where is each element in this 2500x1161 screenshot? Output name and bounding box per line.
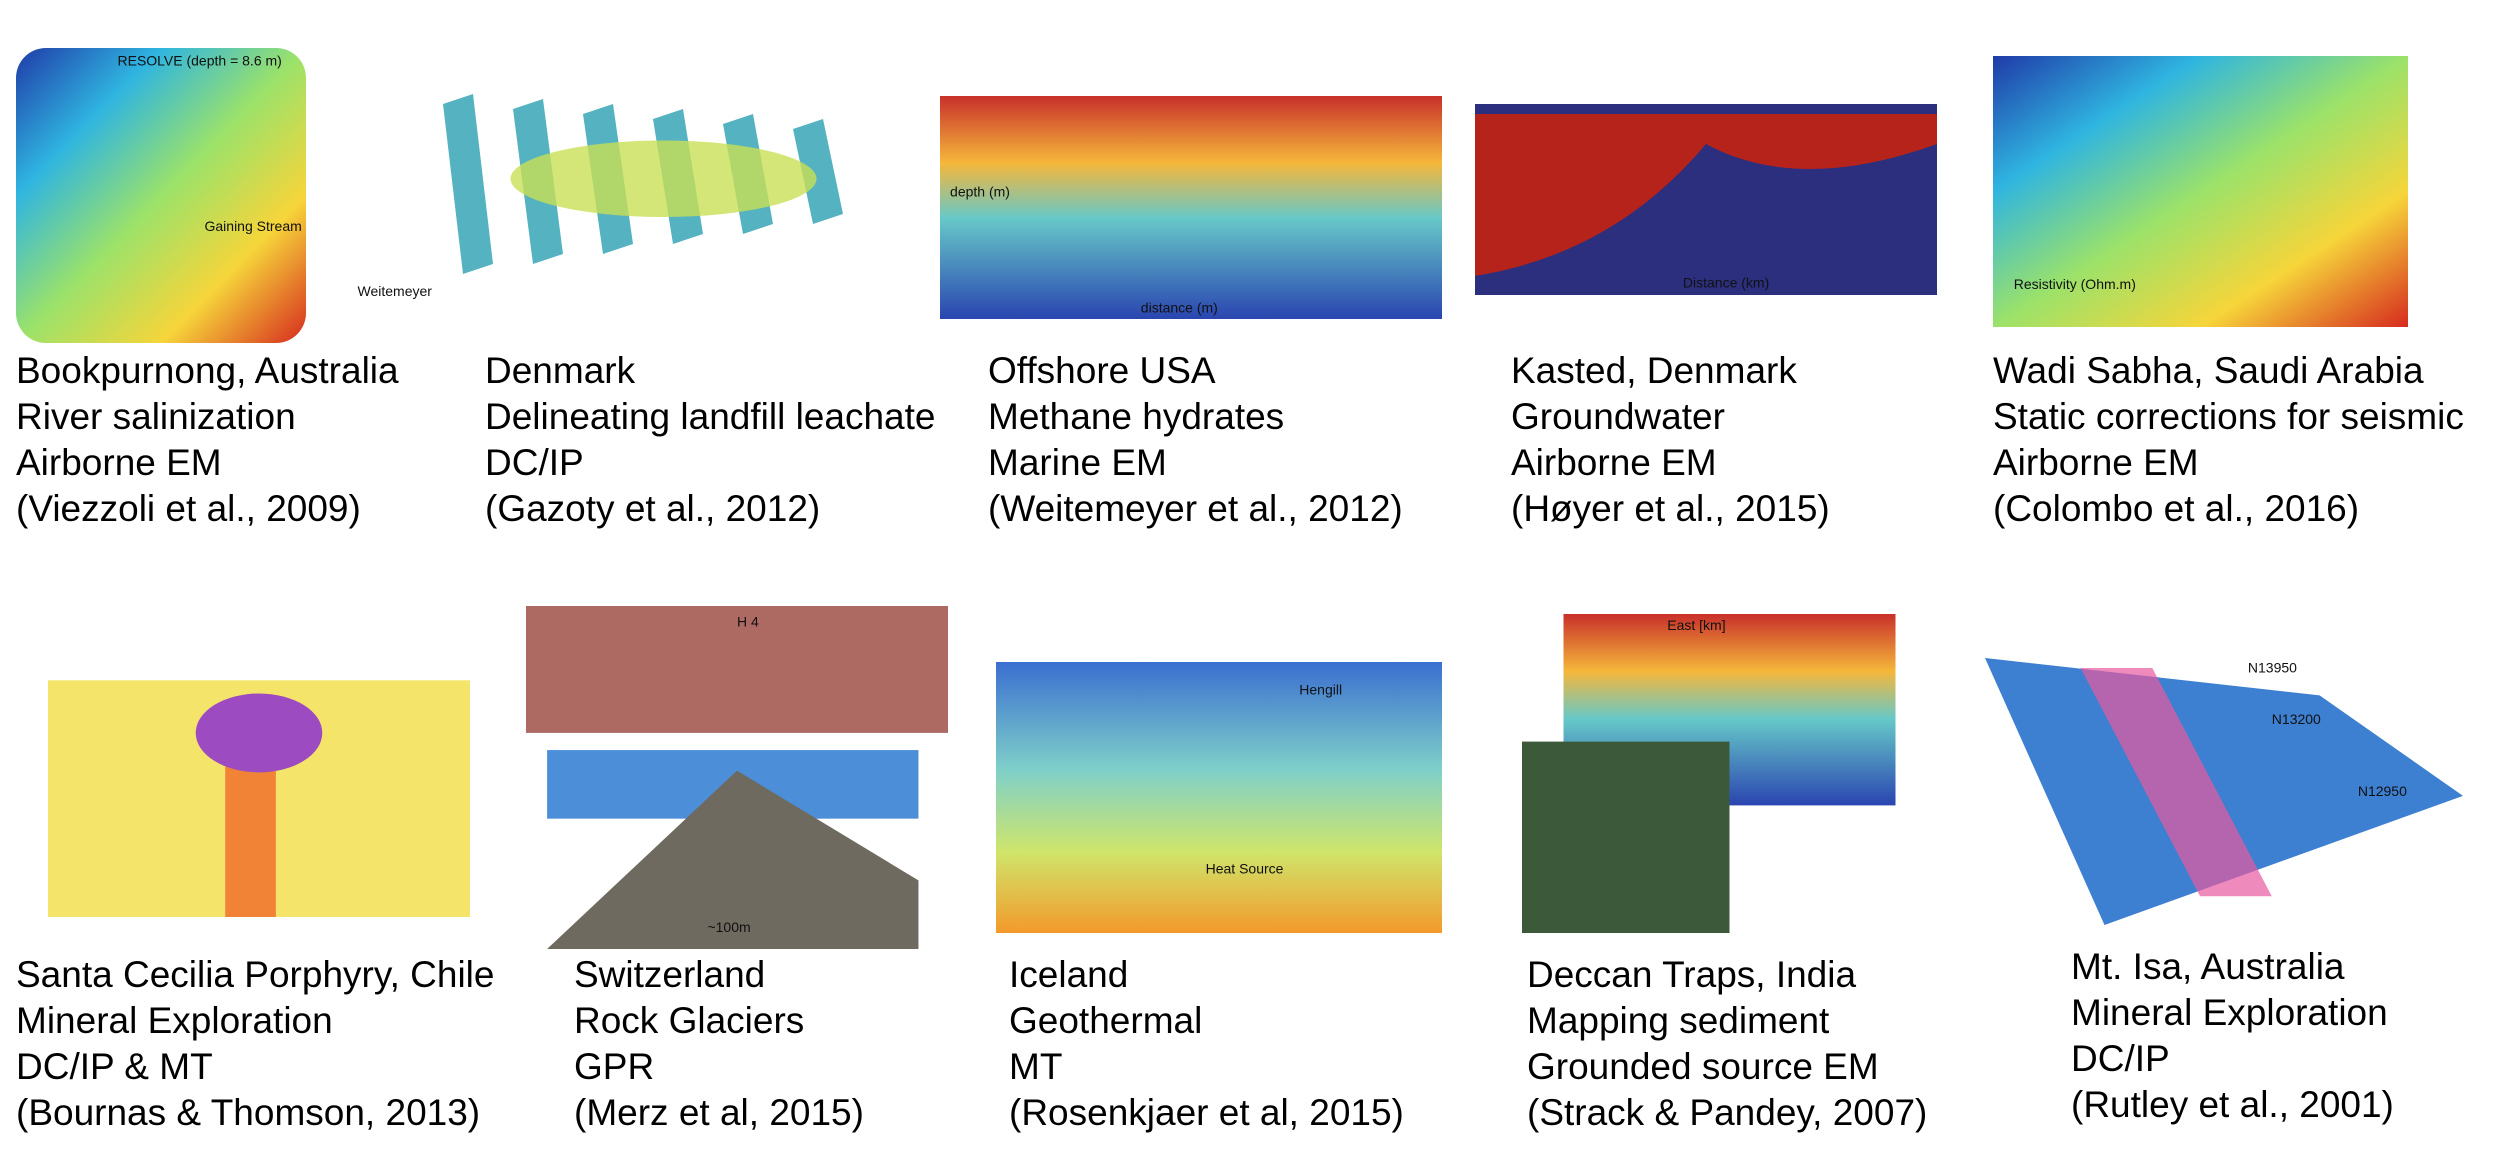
panel-image: Distance (km) [1475, 104, 1937, 295]
satellite [1522, 741, 1730, 933]
image-label: Resistivity (Ohm.m) [2014, 276, 2136, 292]
colormap [16, 48, 306, 343]
image-label: H 4 [737, 614, 759, 630]
panel-image: Resistivity (Ohm.m) [1993, 56, 2408, 327]
caption: Iceland Geothermal MT (Rosenkjaer et al, 20… [1009, 952, 1404, 1136]
anomaly-band [2080, 668, 2272, 897]
caption-line: MT [1009, 1046, 1063, 1087]
caption: Mt. Isa, Australia Mineral Exploration DC/… [2071, 944, 2394, 1128]
image-label: Heat Source [1206, 860, 1284, 876]
caption-line: DC/IP [485, 442, 584, 483]
image-label: East [km] [1667, 617, 1725, 633]
caption-line: GPR [574, 1046, 655, 1087]
profile-slice [443, 94, 493, 274]
caption-line: Groundwater [1511, 396, 1725, 437]
image-label: Hengill [1299, 682, 1342, 698]
image-label: depth (m) [950, 183, 1010, 199]
quaternary [1475, 114, 1937, 276]
model-slab [1985, 658, 2463, 925]
panel-image: Hengill Heat Source [996, 662, 1442, 933]
caption: Santa Cecilia Porphyry, Chile Mineral Exp… [16, 952, 494, 1136]
image-label: N13950 [2248, 659, 2297, 675]
caption-line: Marine EM [988, 442, 1167, 483]
caption-line: (Weitemeyer et al., 2012) [988, 488, 1403, 529]
panel-image: H 4 ~100m [526, 606, 948, 949]
caption-line: DC/IP & MT [16, 1046, 213, 1087]
mountain [547, 770, 919, 949]
panel-image: N13950 N13200 N12950 [1985, 658, 2463, 925]
colormap [1993, 56, 2408, 327]
caption-line: (Merz et al, 2015) [574, 1092, 864, 1133]
caption-line: River salinization [16, 396, 296, 437]
caption: Deccan Traps, India Mapping sediment Groun… [1527, 952, 1927, 1136]
caption-line: (Rosenkjaer et al, 2015) [1009, 1092, 1404, 1133]
caption: Kasted, Denmark Groundwater Airborne EM (Hø… [1511, 348, 1830, 532]
caption-line: Mineral Exploration [2071, 992, 2388, 1033]
caption: Offshore USA Methane hydrates Marine EM (We… [988, 348, 1403, 532]
image-label: Distance (km) [1683, 274, 1769, 290]
caption-line: Airborne EM [1511, 442, 1717, 483]
caption-line: Rock Glaciers [574, 1000, 805, 1041]
caption-line: (Viezzoli et al., 2009) [16, 488, 361, 529]
image-label: ~100m [707, 919, 750, 935]
chargeable-body [195, 693, 323, 773]
image-label: Weitemeyer [358, 283, 433, 299]
gpr-section [526, 606, 948, 733]
profile-slice [793, 119, 843, 224]
caption: Bookpurnong, Australia River salinization… [16, 348, 399, 532]
caption-line: Mt. Isa, Australia [2071, 946, 2345, 987]
caption-line: (Strack & Pandey, 2007) [1527, 1092, 1928, 1133]
leachate-body [510, 140, 817, 217]
caption-line: Geothermal [1009, 1000, 1203, 1041]
colormap [940, 96, 1442, 319]
colormap [996, 662, 1442, 933]
caption-line: (Bournas & Thomson, 2013) [16, 1092, 481, 1133]
image-label: distance (m) [1141, 299, 1218, 315]
caption-line: Iceland [1009, 954, 1129, 995]
image-label: N13200 [2272, 711, 2321, 727]
caption: Switzerland Rock Glaciers GPR (Merz et al, … [574, 952, 864, 1136]
caption: Wadi Sabha, Saudi Arabia Static correctio… [1993, 348, 2464, 532]
caption-line: (Rutley et al., 2001) [2071, 1084, 2394, 1125]
caption-line: Airborne EM [16, 442, 222, 483]
caption-line: Offshore USA [988, 350, 1216, 391]
image-label: RESOLVE (depth = 8.6 m) [118, 53, 282, 69]
caption-line: (Høyer et al., 2015) [1511, 488, 1830, 529]
panel-image [48, 680, 470, 917]
caption-line: (Colombo et al., 2016) [1993, 488, 2360, 529]
caption: Denmark Delineating landfill leachate DC/I… [485, 348, 935, 532]
caption-line: Bookpurnong, Australia [16, 350, 399, 391]
caption-line: Static corrections for seismic [1993, 396, 2464, 437]
caption-line: Denmark [485, 350, 636, 391]
panel-image: distance (m) depth (m) [940, 96, 1442, 319]
caption-line: Methane hydrates [988, 396, 1285, 437]
panel-image: Weitemeyer [358, 94, 843, 299]
caption-line: DC/IP [2071, 1038, 2170, 1079]
caption-line: Switzerland [574, 954, 766, 995]
image-label: Gaining Stream [205, 218, 302, 234]
caption-line: Grounded source EM [1527, 1046, 1879, 1087]
caption-line: Mineral Exploration [16, 1000, 333, 1041]
image-label: N12950 [2358, 783, 2407, 799]
panel-image: East [km] [1522, 614, 1896, 933]
panel-image: RESOLVE (depth = 8.6 m) Gaining Stream [16, 48, 306, 343]
caption-line: Mapping sediment [1527, 1000, 1830, 1041]
caption-line: Airborne EM [1993, 442, 2199, 483]
caption-line: Deccan Traps, India [1527, 954, 1857, 995]
caption-line: Wadi Sabha, Saudi Arabia [1993, 350, 2424, 391]
caption-line: Santa Cecilia Porphyry, Chile [16, 954, 495, 995]
caption-line: Delineating landfill leachate [485, 396, 936, 437]
caption-line: Kasted, Denmark [1511, 350, 1797, 391]
caption-line: (Gazoty et al., 2012) [485, 488, 821, 529]
